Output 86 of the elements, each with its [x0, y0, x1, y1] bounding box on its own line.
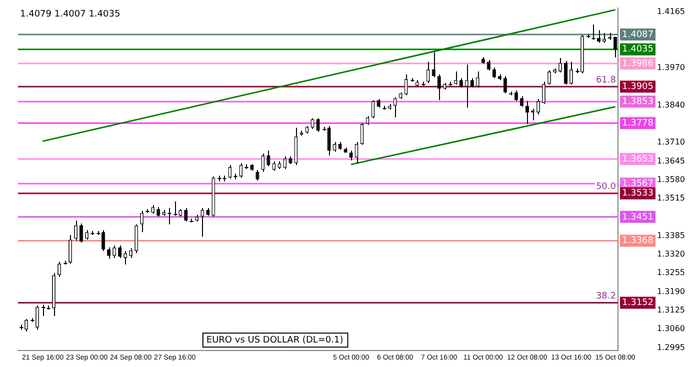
candlestick [558, 58, 562, 73]
candlestick [393, 96, 397, 118]
ref-line-label: 1.3853 [622, 96, 654, 107]
y-tick-label: 1.3255 [657, 268, 686, 278]
y-tick-label: 1.3125 [657, 306, 686, 315]
candlestick [57, 261, 62, 278]
ref-line-label: 1.3653 [622, 154, 654, 164]
annotation: 50.0 [596, 182, 616, 192]
candlestick [349, 150, 353, 161]
annotation: 38.2 [596, 292, 616, 302]
ref-line-label: 1.3567 [622, 178, 654, 189]
y-tick-label: 1.3840 [657, 100, 686, 110]
y-tick-label: 1.3515 [657, 194, 686, 203]
candlestick [360, 122, 364, 146]
candlestick [569, 61, 574, 86]
candlestick [486, 60, 490, 71]
candlestick [228, 164, 232, 179]
annotation: 1.4079 1.4007 1.4035 [20, 10, 120, 20]
candlestick [432, 52, 436, 78]
y-tick-label: 1.4165 [657, 7, 686, 16]
candlestick [129, 248, 133, 258]
y-tick-label: 1.3385 [657, 230, 686, 240]
candlestick [167, 208, 172, 225]
candlestick [503, 76, 507, 94]
candlestick [184, 208, 188, 222]
candlestick [74, 220, 78, 242]
candlestick [266, 150, 270, 167]
candlestick [112, 244, 116, 258]
candlestick [140, 210, 144, 233]
candlestick [464, 64, 468, 108]
candlestick [107, 246, 111, 260]
y-tick-label: 1.3710 [657, 138, 686, 147]
candlestick [476, 70, 480, 88]
candlestick [492, 66, 496, 79]
candlestick [80, 223, 84, 243]
ref-line-label: 1.3986 [622, 58, 654, 69]
candlestick [134, 224, 138, 254]
candlestick [173, 200, 178, 216]
ref-line-label: 1.4087 [622, 30, 654, 40]
ref-line-label: 1.3451 [622, 212, 654, 222]
candlestick [454, 70, 458, 86]
candlestick [283, 156, 287, 170]
candlestick [256, 169, 260, 181]
candlestick [354, 142, 358, 164]
ref-line-label: 1.3778 [622, 118, 654, 128]
candlestick [41, 304, 46, 317]
candlestick [564, 60, 568, 86]
candlestick [613, 36, 618, 58]
annotation: 61.8 [596, 76, 616, 86]
candlestick [525, 100, 529, 124]
candlestick [68, 234, 72, 264]
candlestick [371, 100, 375, 119]
candlestick [542, 81, 546, 104]
candlestick [404, 74, 408, 96]
candlestick [85, 230, 89, 240]
y-tick-label: 1.3190 [657, 286, 686, 296]
candlestick [272, 160, 276, 172]
candlestick [310, 118, 314, 130]
candlestick [261, 153, 265, 172]
candlestick [514, 90, 518, 102]
ref-line-label: 1.3905 [622, 82, 654, 92]
candlestick [470, 78, 474, 88]
candlestick [316, 118, 320, 132]
y-tick-label: 1.3645 [657, 156, 686, 166]
candlestick [156, 206, 160, 218]
ref-line-label: 1.3152 [622, 298, 654, 308]
y-tick-label: 1.2995 [657, 342, 686, 352]
y-tick-label: 1.3970 [657, 63, 686, 72]
candlestick [426, 61, 430, 84]
ref-line-label: 1.4035 [622, 44, 654, 55]
y-tick-label: 1.3060 [657, 324, 686, 334]
y-tick-label: 1.3320 [657, 250, 686, 259]
candlestick [200, 208, 204, 238]
ref-line-label: 1.3368 [622, 236, 654, 246]
candlestick [536, 98, 540, 116]
ref-line-label: 1.3533 [622, 188, 654, 199]
candlestick [118, 244, 122, 258]
candlestick [437, 74, 441, 101]
candlestick [459, 78, 463, 88]
candlestick [547, 70, 551, 86]
candlestick [520, 96, 524, 108]
candlestick [239, 162, 243, 178]
annotation: EURO vs US DOLLAR (DL=0.1) [206, 335, 344, 346]
candlestick [124, 250, 128, 266]
y-tick-label: 1.3580 [657, 174, 686, 184]
candlestick [332, 142, 336, 152]
